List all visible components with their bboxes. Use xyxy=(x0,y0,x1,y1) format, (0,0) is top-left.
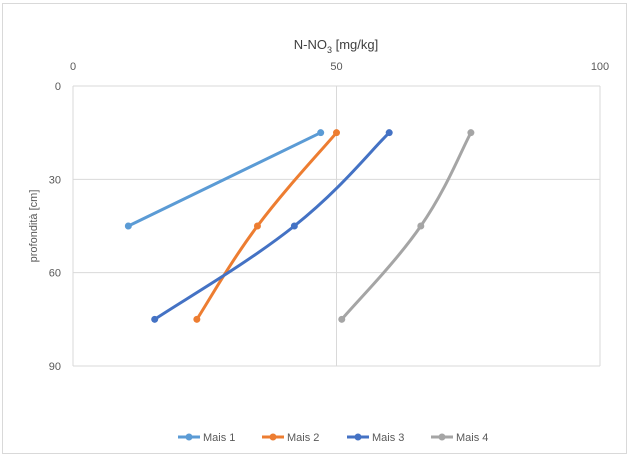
series-line-1 xyxy=(126,131,323,228)
x-title-sub: 3 xyxy=(327,45,332,55)
data-point xyxy=(253,222,261,230)
x-tick-label: 0 xyxy=(70,61,76,73)
legend-label: Mais 4 xyxy=(456,432,488,444)
data-point xyxy=(124,222,132,230)
data-point xyxy=(151,315,159,323)
series-line-2 xyxy=(195,131,338,321)
y-axis-title: profondità [cm] xyxy=(28,190,40,263)
legend-label: Mais 1 xyxy=(203,432,235,444)
x-axis-title: N-NO3 [mg/kg] xyxy=(294,37,378,55)
x-title-suffix: [mg/kg] xyxy=(332,37,378,52)
x-ticks: 0 50 100 xyxy=(70,61,609,73)
x-title-prefix: N-NO xyxy=(294,37,327,52)
y-tick-label: 0 xyxy=(55,81,61,93)
y-ticks: 0 30 60 90 xyxy=(49,81,61,373)
legend-marker xyxy=(438,433,446,441)
data-point xyxy=(333,129,340,137)
y-tick-label: 60 xyxy=(49,268,61,280)
data-point xyxy=(317,129,325,137)
x-tick-label: 100 xyxy=(591,61,609,73)
chart-frame xyxy=(2,3,627,454)
data-point xyxy=(417,222,425,230)
data-point xyxy=(290,222,298,230)
legend-label: Mais 3 xyxy=(372,432,404,444)
series-layer xyxy=(124,129,475,323)
y-tick-label: 30 xyxy=(49,174,61,186)
legend-label: Mais 2 xyxy=(287,432,319,444)
data-point xyxy=(467,129,475,137)
legend-marker xyxy=(269,433,277,441)
x-tick-label: 50 xyxy=(330,61,342,73)
data-point xyxy=(385,129,393,137)
series-line-3 xyxy=(153,131,391,321)
data-point xyxy=(338,315,346,323)
legend: Mais 1 Mais 2 Mais 3 Mais 4 xyxy=(178,432,488,444)
legend-marker xyxy=(354,433,362,441)
legend-marker xyxy=(185,433,193,441)
y-tick-label: 90 xyxy=(49,361,61,373)
data-point xyxy=(193,315,201,323)
grid xyxy=(72,85,601,367)
